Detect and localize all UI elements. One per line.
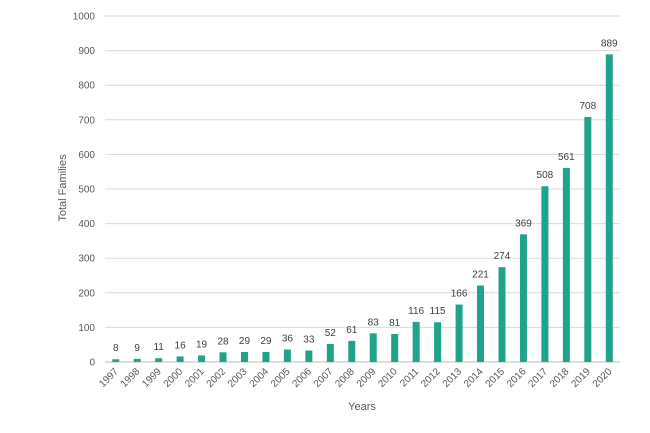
y-tick-label: 0 bbox=[89, 358, 95, 369]
x-tick-label: 2014 bbox=[462, 366, 486, 390]
y-tick-label: 300 bbox=[78, 254, 95, 265]
bar bbox=[240, 351, 248, 362]
gridlines bbox=[105, 15, 620, 363]
x-tick-label: 2018 bbox=[548, 366, 572, 390]
data-label: 889 bbox=[601, 38, 618, 49]
data-label: 369 bbox=[515, 218, 532, 229]
data-labels: 8 9 11 16 19 28 29 29 36 33 52 61 83 81 116 115 166 221 27… bbox=[113, 38, 618, 354]
y-tick-label: 200 bbox=[78, 288, 95, 299]
x-tick-label: 2000 bbox=[162, 366, 186, 390]
data-label: 19 bbox=[196, 339, 208, 350]
x-tick-label: 2015 bbox=[484, 366, 508, 390]
bar bbox=[519, 234, 527, 362]
bar bbox=[283, 349, 291, 362]
data-label: 16 bbox=[175, 340, 187, 351]
data-label: 81 bbox=[389, 318, 401, 329]
data-label: 28 bbox=[217, 336, 229, 347]
x-tick-label: 2005 bbox=[269, 366, 293, 390]
data-label: 29 bbox=[260, 336, 272, 347]
bar bbox=[498, 267, 506, 362]
data-label: 166 bbox=[451, 289, 468, 300]
bar bbox=[133, 358, 141, 362]
bar bbox=[219, 352, 227, 362]
data-label: 221 bbox=[472, 270, 489, 281]
data-label: 61 bbox=[346, 325, 358, 336]
data-label: 561 bbox=[558, 152, 575, 163]
x-tick-label: 2004 bbox=[248, 366, 272, 390]
x-axis-title: Years bbox=[348, 401, 376, 413]
data-label: 115 bbox=[430, 306, 446, 317]
bars bbox=[112, 54, 613, 362]
x-axis-ticks: 1997199819992000200120022003200420052006… bbox=[97, 366, 614, 390]
data-label: 29 bbox=[239, 336, 251, 347]
x-tick-label: 2010 bbox=[376, 366, 400, 390]
x-tick-label: 2009 bbox=[355, 366, 379, 390]
bar bbox=[348, 340, 356, 362]
bar bbox=[176, 356, 184, 362]
bar bbox=[305, 350, 313, 362]
x-tick-label: 2011 bbox=[398, 366, 421, 389]
bar bbox=[326, 344, 334, 362]
x-tick-label: 2002 bbox=[205, 366, 229, 390]
bar bbox=[477, 285, 485, 362]
data-label: 8 bbox=[113, 343, 119, 354]
bar bbox=[391, 333, 399, 362]
data-label: 33 bbox=[303, 335, 315, 346]
x-tick-label: 2007 bbox=[312, 366, 336, 390]
x-tick-label: 2006 bbox=[290, 366, 314, 390]
y-tick-label: 800 bbox=[78, 81, 95, 92]
bar bbox=[262, 351, 270, 362]
x-tick-label: 2008 bbox=[333, 366, 357, 390]
bar bbox=[412, 321, 420, 362]
data-label: 83 bbox=[368, 317, 380, 328]
bar bbox=[369, 333, 377, 362]
y-tick-label: 400 bbox=[78, 219, 95, 230]
y-tick-label: 1000 bbox=[73, 12, 96, 23]
bar bbox=[155, 358, 163, 362]
y-tick-label: 100 bbox=[78, 323, 95, 334]
y-tick-label: 700 bbox=[78, 115, 95, 126]
bar bbox=[541, 186, 549, 362]
data-label: 11 bbox=[153, 342, 164, 353]
bar bbox=[455, 304, 463, 362]
bar bbox=[198, 355, 206, 362]
x-tick-label: 2003 bbox=[226, 366, 250, 390]
data-label: 708 bbox=[579, 101, 596, 112]
y-tick-label: 600 bbox=[78, 150, 95, 161]
bar bbox=[112, 359, 120, 362]
x-tick-label: 2020 bbox=[591, 366, 615, 390]
x-tick-label: 2017 bbox=[527, 366, 551, 390]
data-label: 116 bbox=[408, 306, 424, 317]
data-label: 274 bbox=[494, 251, 511, 262]
y-axis-title: Total Families bbox=[57, 154, 69, 222]
data-label: 52 bbox=[325, 328, 337, 339]
y-tick-label: 500 bbox=[78, 185, 95, 196]
bar bbox=[584, 117, 592, 362]
x-tick-label: 1997 bbox=[97, 366, 121, 390]
bar bbox=[605, 54, 613, 362]
y-axis-ticks: 0 100 200 300 400 500 600 700 800 900 1000 bbox=[73, 12, 96, 369]
y-tick-label: 900 bbox=[78, 46, 95, 57]
x-tick-label: 2001 bbox=[183, 366, 207, 390]
data-label: 36 bbox=[282, 334, 294, 345]
x-tick-label: 2013 bbox=[441, 366, 465, 390]
bar bbox=[434, 322, 442, 362]
x-tick-label: 2016 bbox=[505, 366, 529, 390]
x-tick-label: 2019 bbox=[569, 366, 593, 390]
data-label: 9 bbox=[134, 343, 140, 354]
data-label: 508 bbox=[537, 170, 554, 181]
x-tick-label: 1998 bbox=[119, 366, 143, 390]
x-tick-label: 1999 bbox=[140, 366, 164, 390]
x-tick-label: 2012 bbox=[419, 366, 443, 390]
bar bbox=[562, 167, 570, 362]
